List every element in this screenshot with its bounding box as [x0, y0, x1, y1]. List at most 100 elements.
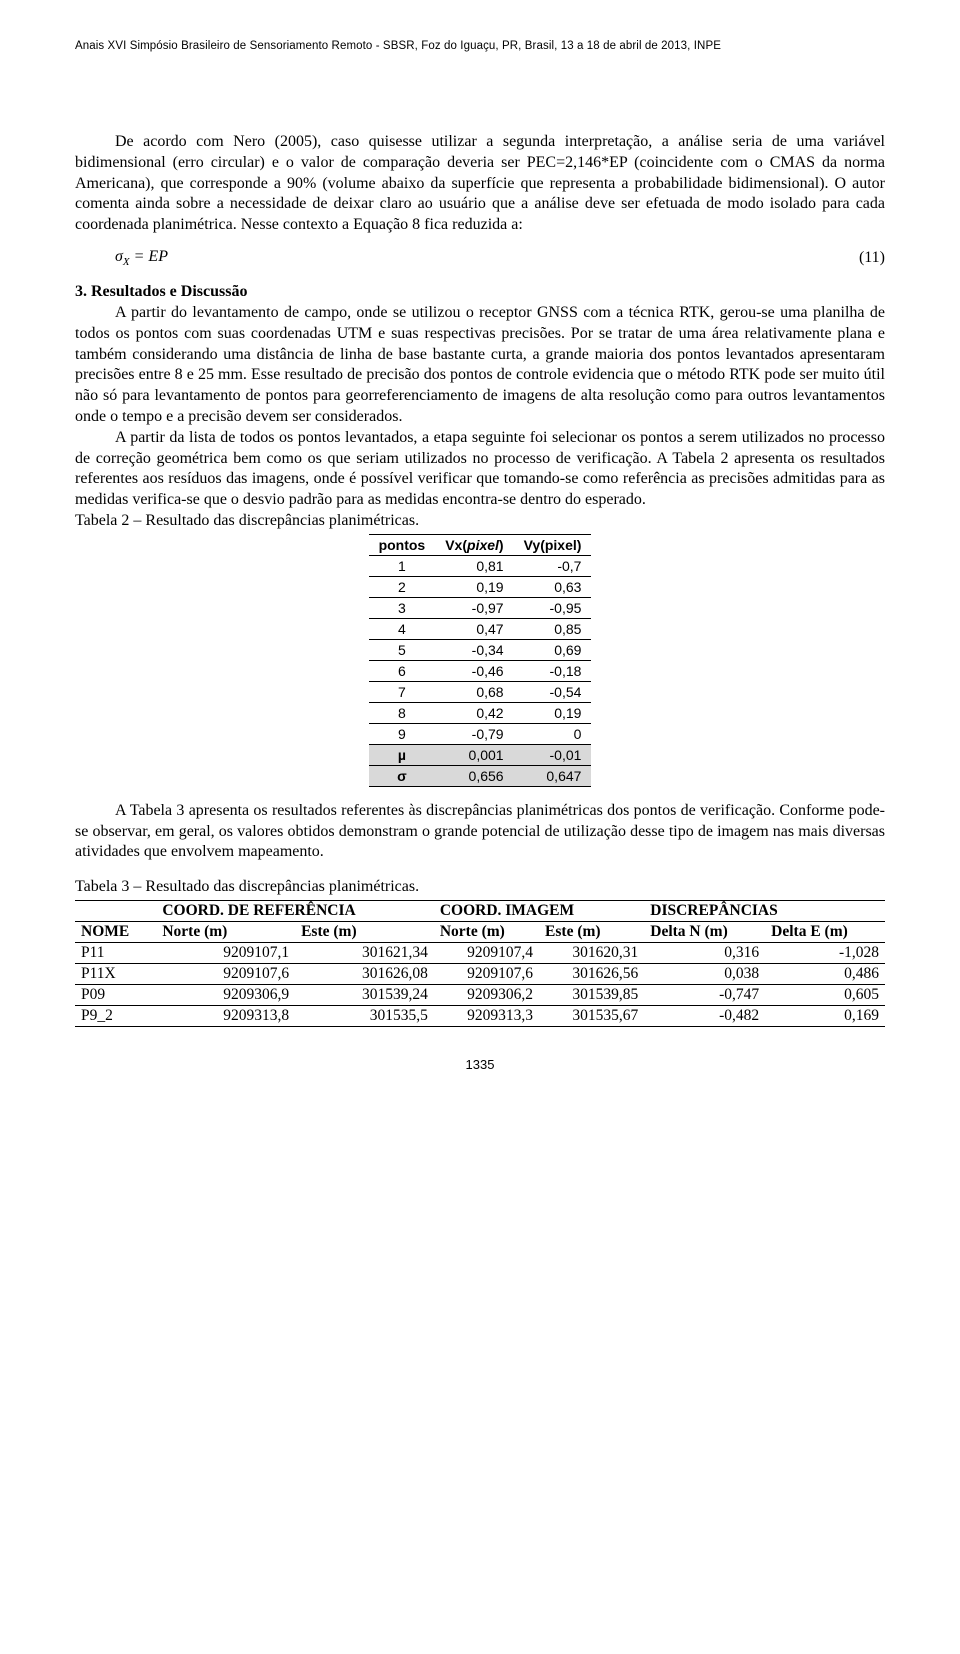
table-cell: 9209107,4: [434, 942, 539, 963]
table-cell: µ: [369, 744, 436, 765]
table-cell: P09: [75, 984, 156, 1005]
table-cell: 8: [369, 702, 436, 723]
table-cell: 301535,5: [295, 1005, 434, 1026]
section-3-title: 3. Resultados e Discussão: [75, 282, 885, 303]
table-cell: 9209306,2: [434, 984, 539, 1005]
page-number: 1335: [75, 1057, 885, 1072]
table-cell: 9209107,1: [156, 942, 295, 963]
table-cell: 0,19: [435, 576, 513, 597]
table-cell: P11X: [75, 963, 156, 984]
table-cell: -1,028: [765, 942, 885, 963]
table3-sh-de: Delta E (m): [765, 921, 885, 942]
body-paragraph-3: A partir da lista de todos os pontos lev…: [75, 428, 885, 511]
table-cell: -0,01: [514, 744, 592, 765]
table-cell: -0,747: [644, 984, 765, 1005]
table-row: 10,81-0,7: [369, 555, 592, 576]
table-cell: 0,038: [644, 963, 765, 984]
table-cell: 0: [514, 723, 592, 744]
table-row: 6-0,46-0,18: [369, 660, 592, 681]
table-cell: 6: [369, 660, 436, 681]
table3-gh-disc: DISCREPÂNCIAS: [644, 900, 885, 921]
table-cell: 0,69: [514, 639, 592, 660]
body-paragraph-2: A partir do levantamento de campo, onde …: [75, 303, 885, 428]
table-cell: 301535,67: [539, 1005, 644, 1026]
table-2: pontos Vx(pixel) Vy(pixel) 10,81-0,720,1…: [369, 534, 592, 787]
table3-sh-n1: Norte (m): [156, 921, 295, 942]
table-cell: 301539,85: [539, 984, 644, 1005]
body-paragraph-1: De acordo com Nero (2005), caso quisesse…: [75, 132, 885, 236]
table-cell: 0,85: [514, 618, 592, 639]
table-cell: 4: [369, 618, 436, 639]
table-cell: 0,656: [435, 765, 513, 786]
table2-header-pontos: pontos: [369, 534, 436, 555]
table-cell: 9209107,6: [156, 963, 295, 984]
table-cell: 0,63: [514, 576, 592, 597]
table2-header-vy: Vy(pixel): [514, 534, 592, 555]
table3-gh-ref: COORD. DE REFERÊNCIA: [156, 900, 433, 921]
equation-11: σX = EP (11): [75, 248, 885, 268]
table3-sh-n2: Norte (m): [434, 921, 539, 942]
table-row: P9_29209313,8301535,59209313,3301535,67-…: [75, 1005, 885, 1026]
table-cell: 0,001: [435, 744, 513, 765]
table3-group-header-row: COORD. DE REFERÊNCIA COORD. IMAGEM DISCR…: [75, 900, 885, 921]
table-row: 5-0,340,69: [369, 639, 592, 660]
table3-sh-e1: Este (m): [295, 921, 434, 942]
table-cell: 0,42: [435, 702, 513, 723]
table-cell: 0,81: [435, 555, 513, 576]
table-cell: -0,54: [514, 681, 592, 702]
table-cell: 301539,24: [295, 984, 434, 1005]
page-root: Anais XVI Simpósio Brasileiro de Sensori…: [0, 0, 960, 1102]
table3-sh-e2: Este (m): [539, 921, 644, 942]
table-cell: 0,68: [435, 681, 513, 702]
table-cell: 9209313,8: [156, 1005, 295, 1026]
running-header: Anais XVI Simpósio Brasileiro de Sensori…: [75, 40, 885, 52]
table-cell: 9209107,6: [434, 963, 539, 984]
table-row-stat: µ0,001-0,01: [369, 744, 592, 765]
table-cell: 7: [369, 681, 436, 702]
table-cell: 301626,56: [539, 963, 644, 984]
table-row: 40,470,85: [369, 618, 592, 639]
table-cell: 0,486: [765, 963, 885, 984]
table-cell: -0,18: [514, 660, 592, 681]
table-3: COORD. DE REFERÊNCIA COORD. IMAGEM DISCR…: [75, 900, 885, 1027]
table-cell: 9209313,3: [434, 1005, 539, 1026]
table-cell: 0,169: [765, 1005, 885, 1026]
table3-sub-header-row: NOME Norte (m) Este (m) Norte (m) Este (…: [75, 921, 885, 942]
table-row: P11X9209107,6301626,089209107,6301626,56…: [75, 963, 885, 984]
table-row: 20,190,63: [369, 576, 592, 597]
equation-body: σX = EP: [115, 248, 168, 268]
table-cell: 301621,34: [295, 942, 434, 963]
table-cell: -0,46: [435, 660, 513, 681]
table-row: 9-0,790: [369, 723, 592, 744]
table-row: 3-0,97-0,95: [369, 597, 592, 618]
body-paragraph-4: A Tabela 3 apresenta os resultados refer…: [75, 801, 885, 863]
table-row: P099209306,9301539,249209306,2301539,85-…: [75, 984, 885, 1005]
table-cell: -0,79: [435, 723, 513, 744]
table3-gh-empty: [75, 900, 156, 921]
table-cell: 1: [369, 555, 436, 576]
table-cell: 9: [369, 723, 436, 744]
table-cell: 3: [369, 597, 436, 618]
table-cell: -0,7: [514, 555, 592, 576]
table-cell: -0,34: [435, 639, 513, 660]
table2-body: 10,81-0,720,190,633-0,97-0,9540,470,855-…: [369, 555, 592, 786]
table-cell: P9_2: [75, 1005, 156, 1026]
table-cell: P11: [75, 942, 156, 963]
table-cell: 0,47: [435, 618, 513, 639]
table-cell: 5: [369, 639, 436, 660]
table-cell: 2: [369, 576, 436, 597]
table3-sh-nome: NOME: [75, 921, 156, 942]
table-row: 80,420,19: [369, 702, 592, 723]
table-cell: -0,97: [435, 597, 513, 618]
table2-header-vx: Vx(pixel): [435, 534, 513, 555]
table-cell: 9209306,9: [156, 984, 295, 1005]
table3-gh-img: COORD. IMAGEM: [434, 900, 644, 921]
equation-number: (11): [859, 249, 885, 267]
table3-sh-dn: Delta N (m): [644, 921, 765, 942]
table-row: P119209107,1301621,349209107,4301620,310…: [75, 942, 885, 963]
table-row: 70,68-0,54: [369, 681, 592, 702]
table-cell: 0,316: [644, 942, 765, 963]
table-cell: -0,482: [644, 1005, 765, 1026]
table-cell: 301620,31: [539, 942, 644, 963]
table-cell: 0,19: [514, 702, 592, 723]
